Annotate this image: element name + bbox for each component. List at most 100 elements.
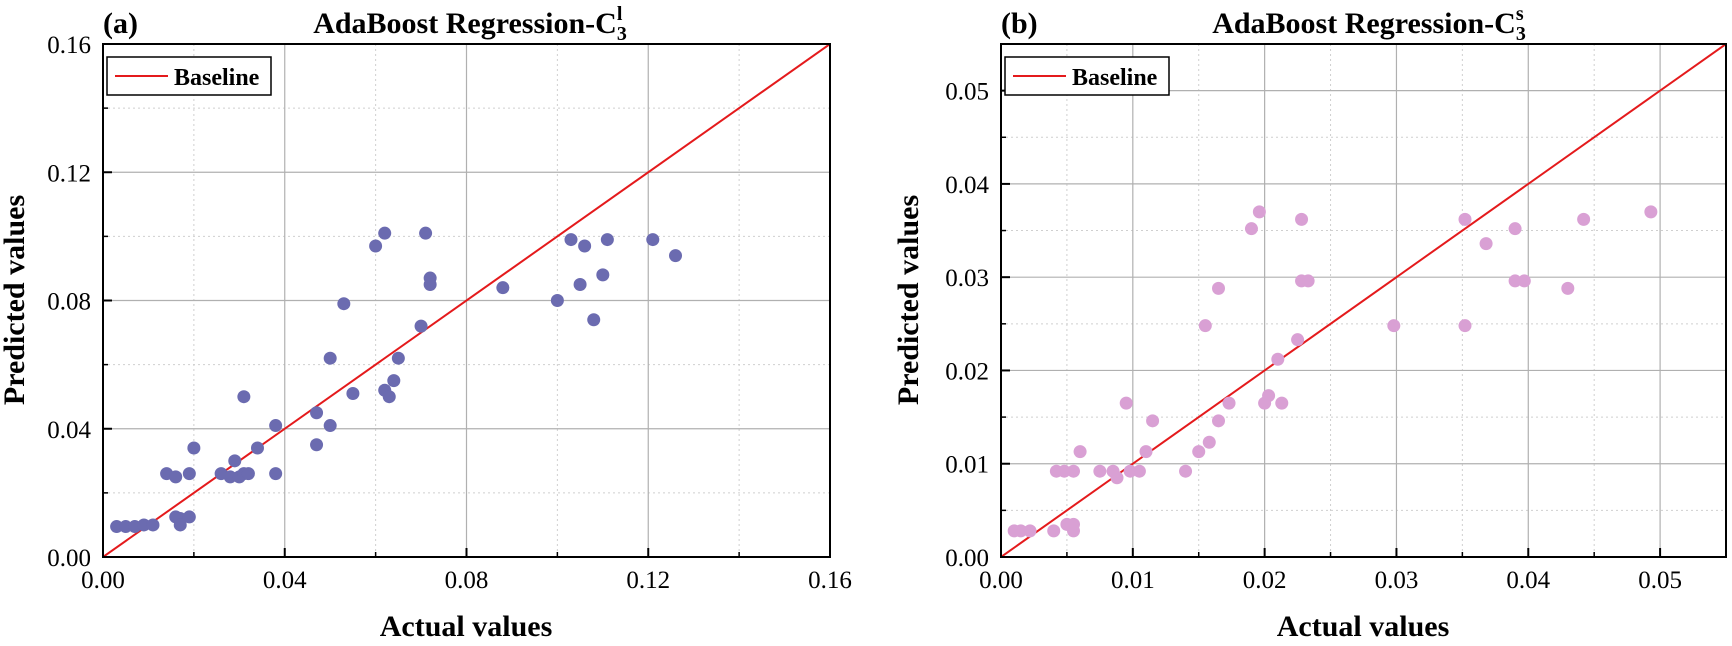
data-point	[1123, 464, 1137, 478]
data-point	[1244, 222, 1258, 236]
panel-b-title-main: AdaBoost Regression-C	[1212, 7, 1516, 40]
data-point	[496, 281, 510, 295]
data-point	[182, 467, 196, 481]
data-point	[1119, 396, 1133, 410]
panel-a-legend-label: Baseline	[174, 65, 260, 91]
data-point	[1271, 352, 1285, 366]
data-point	[1139, 445, 1153, 459]
y-tick-label: 0.00	[945, 545, 989, 572]
data-point	[323, 419, 337, 433]
data-point	[173, 518, 187, 532]
data-point	[269, 467, 283, 481]
panel-a-title-sup: l	[617, 3, 623, 25]
data-point	[1387, 319, 1401, 333]
panel-a-y-tick-labels: 0.00 0.04 0.08 0.12 0.16	[47, 32, 91, 572]
panel-a-ticks	[102, 43, 831, 558]
data-point	[337, 297, 351, 311]
data-point	[414, 319, 428, 333]
y-tick-label: 0.00	[47, 545, 91, 572]
data-point	[1561, 281, 1575, 295]
data-point	[1577, 212, 1591, 226]
data-point	[182, 510, 196, 524]
panel-b-x-tick-labels: 0.00 0.01 0.02 0.03 0.04 0.05	[979, 567, 1682, 594]
data-point	[323, 351, 337, 365]
data-point	[423, 277, 437, 291]
x-tick-label: 0.04	[1506, 567, 1550, 594]
data-point	[346, 386, 360, 400]
data-point	[391, 351, 405, 365]
data-point	[1222, 396, 1236, 410]
panel-b-x-axis-label: Actual values	[1277, 610, 1450, 643]
data-point	[1014, 524, 1028, 538]
y-tick-label: 0.12	[47, 160, 91, 187]
data-point	[1262, 389, 1276, 403]
x-tick-label: 0.02	[1243, 567, 1287, 594]
data-point	[1291, 333, 1305, 347]
panel-b-legend: Baseline	[1004, 56, 1170, 96]
data-point	[1198, 319, 1212, 333]
data-point	[382, 390, 396, 404]
panel-a-title-sub: 3	[617, 23, 627, 45]
x-tick-label: 0.01	[1111, 567, 1155, 594]
data-point	[1057, 464, 1071, 478]
data-point	[1212, 414, 1225, 428]
data-point	[241, 467, 255, 481]
data-point	[1047, 524, 1061, 538]
data-point	[1275, 396, 1289, 410]
data-point	[169, 470, 183, 484]
panel-a-title-main: AdaBoost Regression-C	[313, 7, 617, 40]
data-point	[1252, 205, 1266, 219]
data-point	[1179, 464, 1193, 478]
data-point	[223, 470, 237, 484]
panel-a: (a) AdaBoost Regression-C3l 0.00 0.04 0.08…	[0, 3, 852, 643]
data-point	[119, 520, 133, 534]
panel-a-x-tick-labels: 0.00 0.04 0.08 0.12 0.16	[81, 567, 852, 594]
panel-a-legend: Baseline	[106, 56, 272, 96]
panel-b-title-sup: s	[1516, 3, 1524, 25]
data-point	[146, 518, 160, 532]
data-point	[587, 313, 601, 327]
data-point	[1132, 464, 1146, 478]
panel-b-y-tick-labels: 0.00 0.01 0.02 0.03 0.04 0.05	[945, 79, 989, 572]
data-point	[578, 239, 592, 253]
x-tick-label: 0.03	[1375, 567, 1419, 594]
data-point	[369, 239, 383, 253]
y-tick-label: 0.04	[945, 172, 989, 199]
data-point	[1295, 212, 1309, 226]
data-point	[646, 233, 660, 247]
y-tick-label: 0.02	[945, 358, 989, 385]
panel-b-legend-label: Baseline	[1072, 65, 1158, 91]
data-point	[110, 520, 124, 534]
y-tick-label: 0.01	[945, 452, 989, 479]
x-tick-label: 0.00	[979, 567, 1023, 594]
data-point	[137, 518, 151, 532]
data-point	[310, 438, 324, 452]
data-point	[187, 441, 201, 455]
panel-a-title: AdaBoost Regression-C3l	[313, 3, 627, 45]
data-point	[600, 233, 614, 247]
data-point	[550, 294, 564, 307]
y-tick-label: 0.03	[945, 265, 989, 292]
data-point	[1067, 464, 1080, 478]
data-point	[1508, 222, 1522, 236]
data-point	[1073, 445, 1087, 459]
panel-a-x-axis-label: Actual values	[380, 610, 553, 643]
panel-b-title: AdaBoost Regression-C3s	[1212, 3, 1526, 45]
y-tick-label: 0.05	[945, 79, 989, 106]
y-tick-label: 0.16	[47, 32, 91, 59]
x-tick-label: 0.16	[808, 567, 852, 594]
data-point	[596, 268, 610, 282]
data-point	[387, 374, 401, 388]
data-point	[1479, 237, 1493, 251]
panel-a-points	[110, 226, 683, 534]
x-tick-label: 0.04	[263, 567, 307, 594]
data-point	[250, 441, 264, 455]
data-point	[1301, 274, 1315, 288]
data-point	[1067, 517, 1080, 531]
data-point	[1023, 524, 1037, 538]
x-tick-label: 0.08	[445, 567, 489, 594]
data-point	[1458, 212, 1472, 226]
data-point	[419, 226, 433, 240]
panel-a-label: (a)	[103, 7, 138, 40]
panel-a-y-axis-label: Predicted values	[0, 195, 31, 405]
